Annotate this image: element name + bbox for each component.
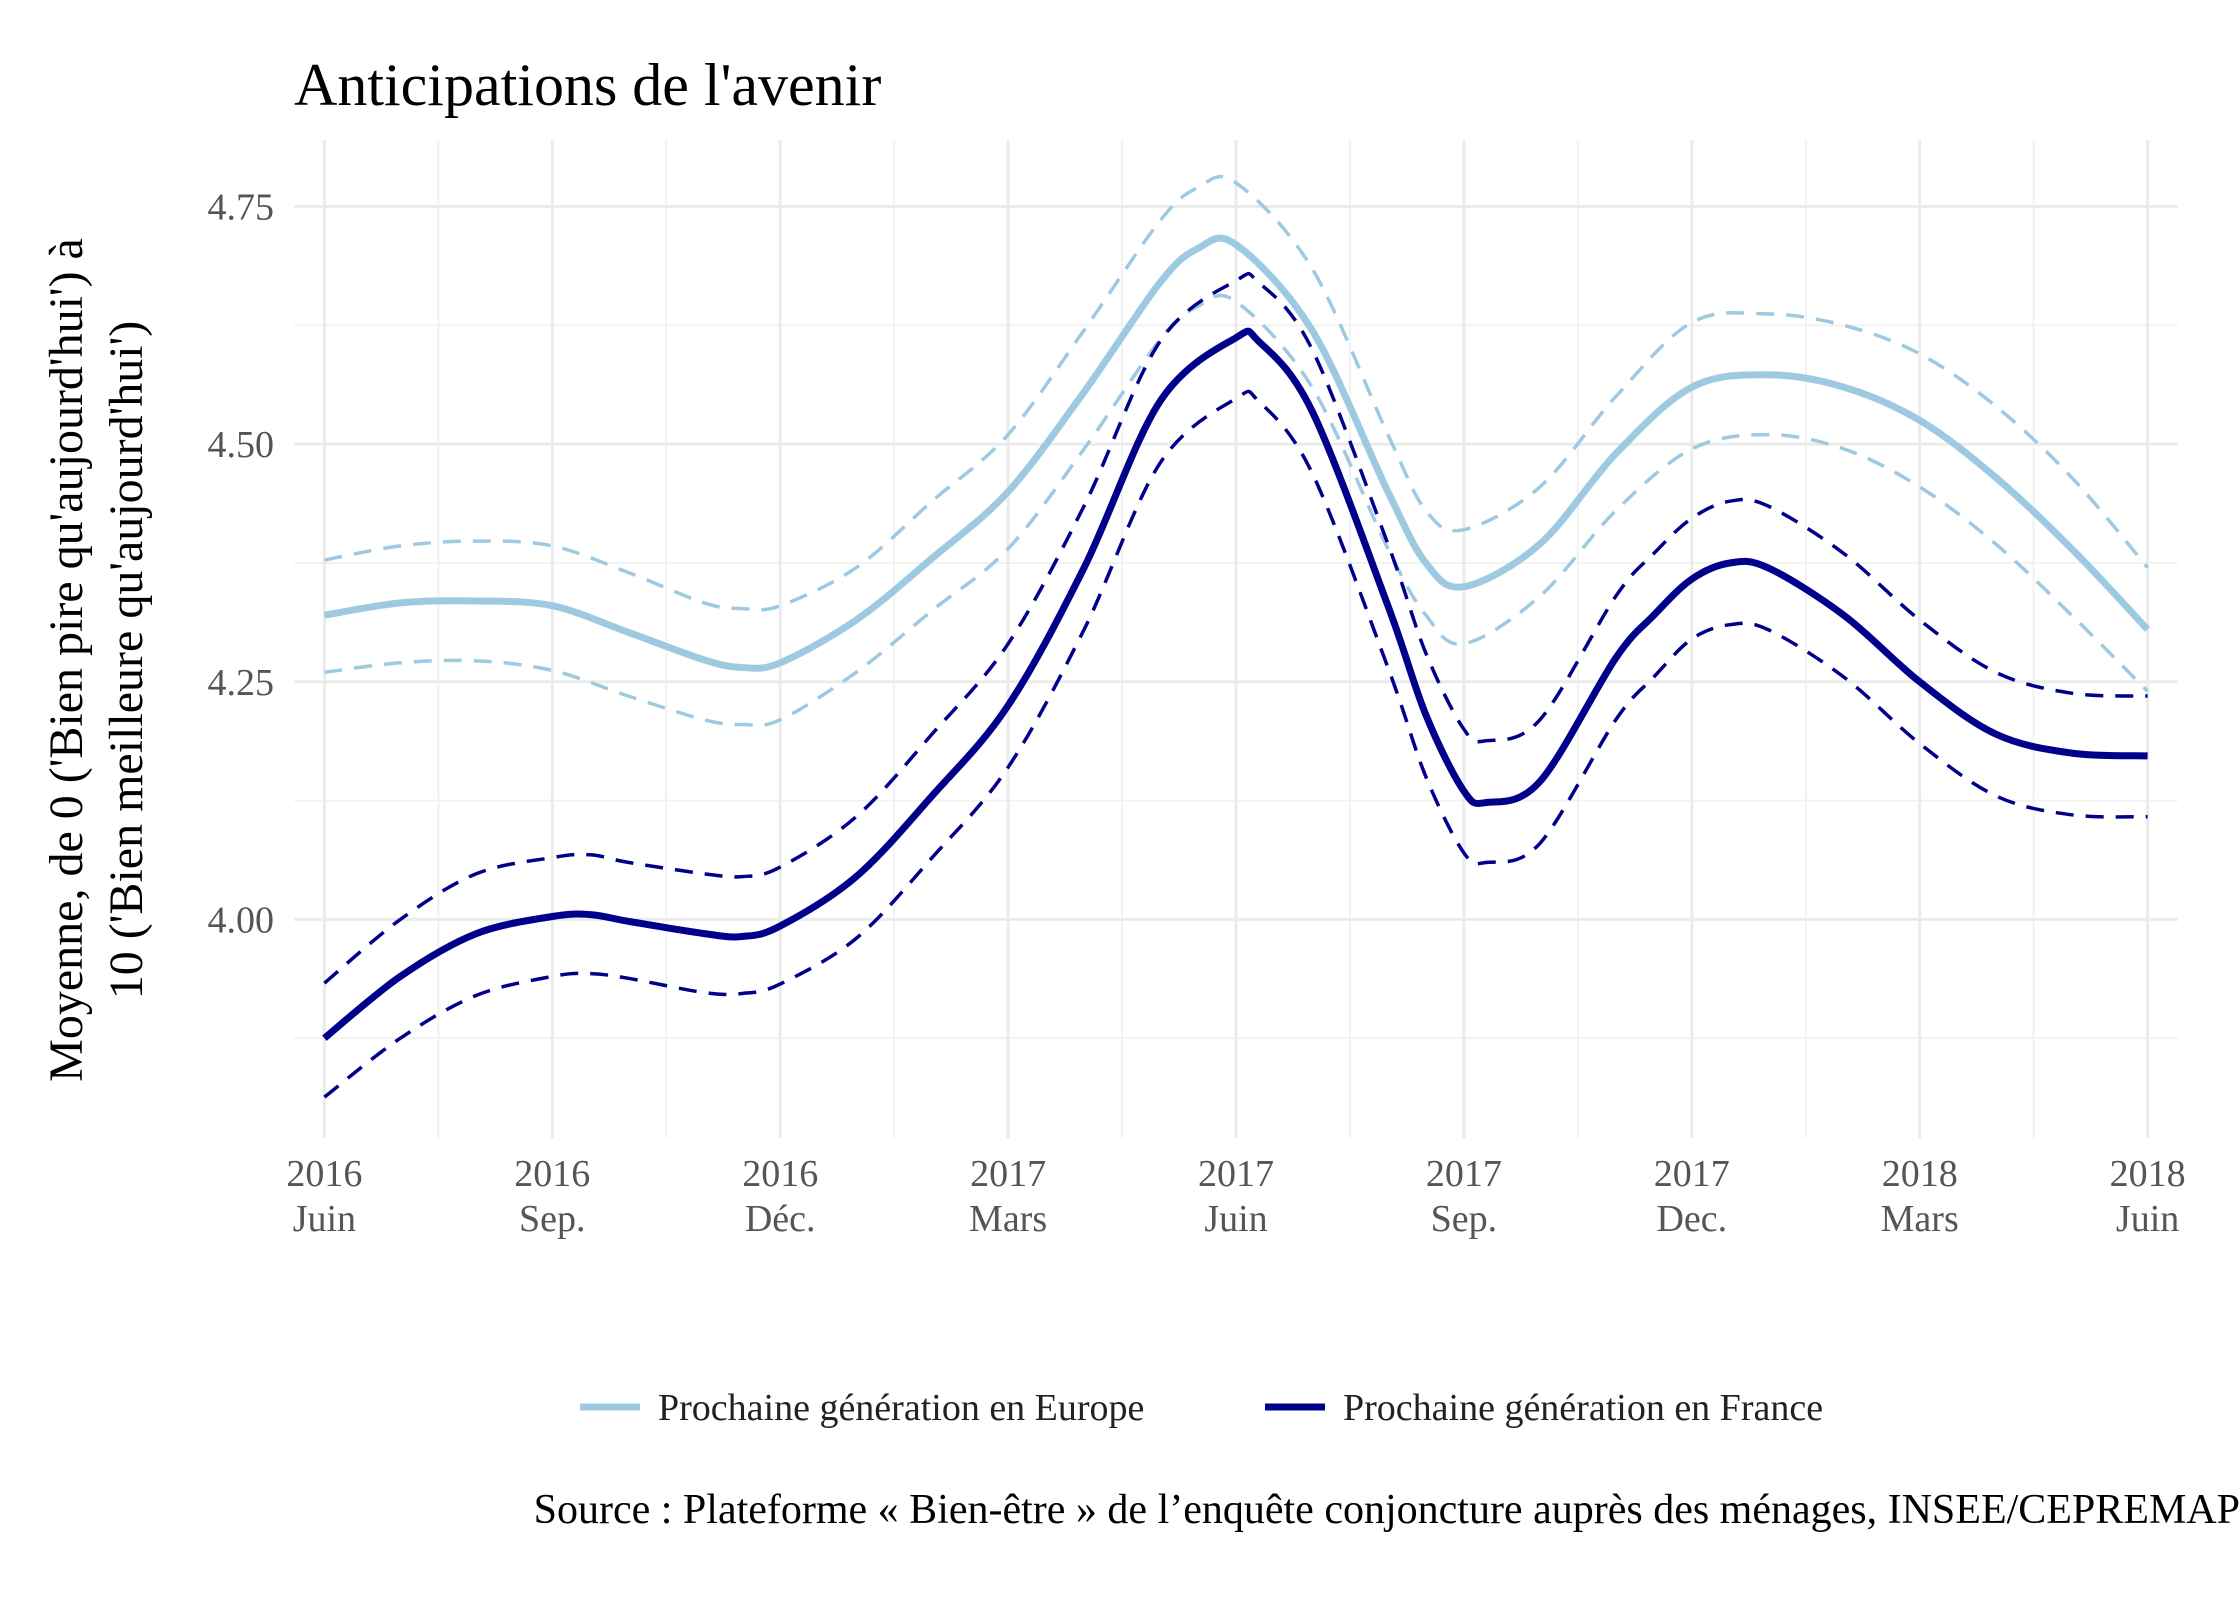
y-axis-label: Moyenne, de 0 ('Bien pire qu'aujourd'hui…: [40, 238, 153, 1082]
y-tick-label: 4.75: [208, 187, 275, 229]
ci-upper-line-europe: [324, 174, 2149, 612]
series-europe: [323, 174, 2151, 728]
x-tick-label: 2018 Mars: [1881, 1153, 1959, 1240]
x-tick-label: 2017 Mars: [969, 1153, 1047, 1240]
x-tick-year: 2017: [1654, 1153, 1730, 1195]
ci-upper-line-france: [323, 271, 2148, 985]
x-tick-label: 2018 Juin: [2110, 1153, 2186, 1240]
series-line-france: [322, 327, 2148, 1041]
ci-lower-line-europe: [324, 293, 2149, 728]
x-tick-year: 2017: [970, 1153, 1046, 1195]
x-tick-month: Sep.: [519, 1198, 586, 1240]
x-tick-month: Sep.: [1431, 1198, 1498, 1240]
y-axis-ticks: 4.00 4.25 4.50 4.75: [208, 187, 275, 942]
x-tick-year: 2016: [286, 1153, 362, 1195]
x-tick-label: 2016 Juin: [286, 1153, 362, 1240]
x-tick-month: Juin: [2116, 1198, 2179, 1240]
y-tick-label: 4.50: [208, 424, 275, 466]
series-line-europe: [323, 234, 2151, 672]
grid: [294, 140, 2178, 1138]
y-axis-label-line-1: Moyenne, de 0 ('Bien pire qu'aujourd'hui…: [40, 238, 93, 1082]
x-tick-year: 2018: [2110, 1153, 2186, 1195]
x-tick-month: Juin: [293, 1198, 356, 1240]
x-tick-label: 2016 Sep.: [514, 1153, 590, 1240]
chart-title: Anticipations de l'avenir: [294, 52, 881, 118]
x-tick-month: Mars: [1881, 1198, 1959, 1240]
series-france: [322, 271, 2148, 1099]
x-tick-month: Déc.: [745, 1198, 816, 1240]
ci-lower-line-france: [323, 389, 2148, 1099]
legend-label-europe: Prochaine génération en Europe: [658, 1387, 1144, 1429]
x-tick-label: 2016 Déc.: [742, 1153, 818, 1240]
y-tick-label: 4.25: [208, 662, 275, 704]
x-tick-year: 2018: [1882, 1153, 1958, 1195]
y-tick-label: 4.00: [208, 899, 275, 941]
x-tick-label: 2017 Dec.: [1654, 1153, 1730, 1240]
series: [322, 174, 2151, 1099]
x-tick-year: 2016: [514, 1153, 590, 1195]
legend-label-france: Prochaine génération en France: [1343, 1387, 1823, 1429]
x-tick-year: 2017: [1426, 1153, 1502, 1195]
x-tick-year: 2017: [1198, 1153, 1274, 1195]
x-tick-label: 2017 Sep.: [1426, 1153, 1502, 1240]
x-tick-label: 2017 Juin: [1198, 1153, 1274, 1240]
x-tick-month: Dec.: [1656, 1198, 1727, 1240]
x-tick-month: Mars: [969, 1198, 1047, 1240]
y-axis-label-line-2: 10 ('Bien meilleure qu'aujourd'hui'): [100, 321, 153, 999]
caption: Source : Plateforme « Bien-être » de l’e…: [534, 1487, 2240, 1533]
x-tick-month: Juin: [1204, 1198, 1267, 1240]
legend: Prochaine génération en Europe Prochaine …: [580, 1387, 1823, 1429]
x-tick-year: 2016: [742, 1153, 818, 1195]
